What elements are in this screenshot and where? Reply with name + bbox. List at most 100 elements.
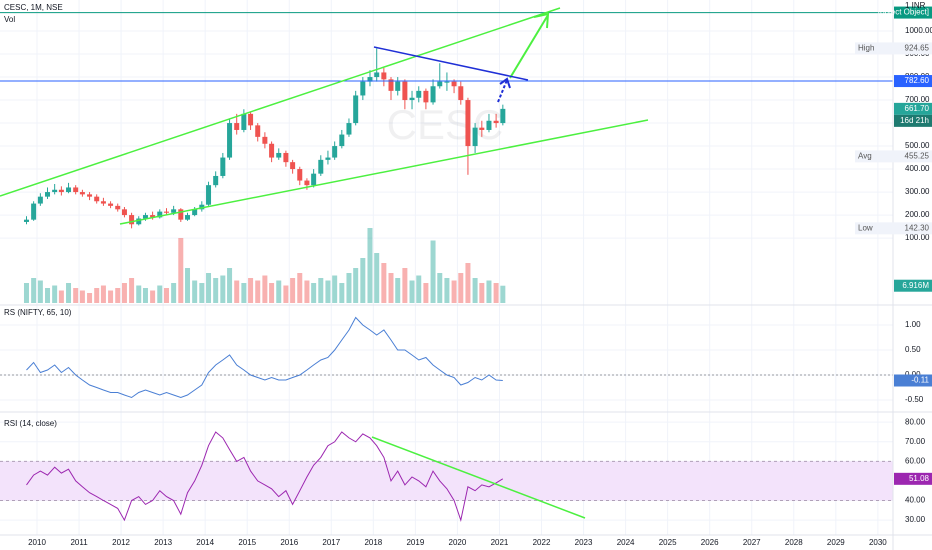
volume-bar bbox=[353, 268, 359, 303]
candle-body bbox=[290, 162, 296, 170]
stat-name: Avg bbox=[858, 151, 872, 160]
x-tick-label: 2019 bbox=[406, 538, 424, 547]
candle-body bbox=[297, 169, 303, 181]
x-tick-label: 2013 bbox=[154, 538, 172, 547]
volume-bar bbox=[339, 283, 345, 303]
y-tick-label: 400.00 bbox=[905, 164, 930, 173]
volume-bar bbox=[479, 283, 485, 303]
volume-bar bbox=[227, 268, 233, 303]
candle-body bbox=[87, 194, 93, 197]
volume-bar bbox=[213, 278, 219, 303]
candle-body bbox=[339, 134, 345, 147]
volume-bar bbox=[304, 280, 310, 303]
x-tick-label: 2014 bbox=[196, 538, 214, 547]
rsi-trendline bbox=[371, 436, 586, 519]
arrow-blue bbox=[497, 79, 508, 103]
volume-bar bbox=[108, 290, 114, 303]
x-tick-label: 2023 bbox=[575, 538, 593, 547]
x-tick-label: 2011 bbox=[70, 538, 88, 547]
y-tick-label: 60.00 bbox=[905, 456, 926, 465]
x-tick-label: 2028 bbox=[785, 538, 803, 547]
stat-value: 455.25 bbox=[905, 151, 930, 160]
volume-bar bbox=[493, 283, 499, 303]
candle-body bbox=[346, 123, 352, 135]
volume-bar bbox=[500, 285, 506, 303]
volume-bar bbox=[66, 283, 72, 303]
volume-bar bbox=[276, 280, 282, 303]
volume-bar bbox=[73, 288, 79, 303]
volume-bar bbox=[416, 275, 422, 303]
volume-bar bbox=[402, 268, 408, 303]
candle-body bbox=[171, 209, 177, 213]
candle-body bbox=[332, 146, 338, 158]
candle-body bbox=[31, 203, 37, 220]
price-tag-label: 661.70 bbox=[905, 104, 930, 113]
volume-bar bbox=[297, 273, 303, 303]
indicator-line bbox=[26, 316, 503, 399]
volume-bar bbox=[163, 288, 169, 303]
volume-bar bbox=[381, 263, 387, 303]
candle-body bbox=[121, 209, 127, 216]
volume-bar bbox=[37, 280, 43, 303]
candle-body bbox=[360, 81, 366, 96]
volume-bar bbox=[129, 278, 135, 303]
candle-body bbox=[255, 125, 261, 137]
volume-bar bbox=[157, 285, 163, 303]
rs-title: RS (NIFTY, 65, 10) bbox=[4, 308, 72, 317]
x-tick-label: 2016 bbox=[280, 538, 298, 547]
candle-body bbox=[108, 203, 114, 206]
y-tick-label: 40.00 bbox=[905, 496, 926, 505]
channel-lower bbox=[119, 119, 649, 225]
candle-body bbox=[150, 215, 156, 218]
candle-body bbox=[283, 152, 289, 163]
y-tick-label: -0.50 bbox=[905, 395, 924, 404]
rsi-band bbox=[0, 461, 893, 501]
candle-body bbox=[458, 86, 464, 101]
candle-body bbox=[430, 86, 436, 103]
y-tick-label: 300.00 bbox=[905, 187, 930, 196]
volume-bar bbox=[192, 280, 198, 303]
candle-body bbox=[444, 81, 450, 83]
candle-body bbox=[248, 113, 254, 126]
volume-bar bbox=[360, 258, 366, 303]
x-tick-label: 2012 bbox=[112, 538, 130, 547]
volume-bar bbox=[269, 283, 275, 303]
channel-upper bbox=[0, 7, 561, 197]
price-tag bbox=[894, 75, 932, 88]
candle-body bbox=[367, 77, 373, 82]
x-tick-label: 2029 bbox=[827, 538, 845, 547]
stat-box bbox=[855, 222, 932, 235]
y-tick-label: 100.00 bbox=[905, 233, 930, 242]
candle-body bbox=[276, 152, 282, 158]
volume-bar bbox=[171, 283, 177, 303]
x-tick-label: 2024 bbox=[617, 538, 635, 547]
volume-bar bbox=[437, 273, 443, 303]
candle-body bbox=[178, 209, 184, 220]
stat-name: High bbox=[858, 43, 874, 52]
candle-body bbox=[66, 187, 72, 193]
candle-body bbox=[79, 192, 85, 195]
volume-bar bbox=[430, 240, 436, 303]
volume-bar bbox=[136, 285, 142, 303]
volume-bar bbox=[241, 283, 247, 303]
volume-bar bbox=[423, 283, 429, 303]
x-tick-label: 2018 bbox=[364, 538, 382, 547]
candle-body bbox=[493, 120, 499, 124]
y-tick-label: 80.00 bbox=[905, 417, 926, 426]
candle-body bbox=[129, 215, 135, 225]
stat-value: 142.30 bbox=[905, 223, 930, 232]
candle-body bbox=[388, 79, 394, 91]
candle-body bbox=[234, 123, 240, 130]
candle-body bbox=[45, 192, 51, 197]
y-tick-label: 1.00 bbox=[905, 320, 921, 329]
y-tick-label: 0.50 bbox=[905, 345, 921, 354]
volume-bar bbox=[100, 285, 106, 303]
arrow-blue-head bbox=[499, 77, 511, 89]
x-tick-label: 2020 bbox=[449, 538, 467, 547]
price-tag-label: 782.60 bbox=[905, 76, 930, 85]
volume-bar bbox=[290, 278, 296, 303]
candle-body bbox=[100, 201, 106, 204]
candle-body bbox=[318, 159, 324, 174]
volume-bar bbox=[311, 283, 317, 303]
